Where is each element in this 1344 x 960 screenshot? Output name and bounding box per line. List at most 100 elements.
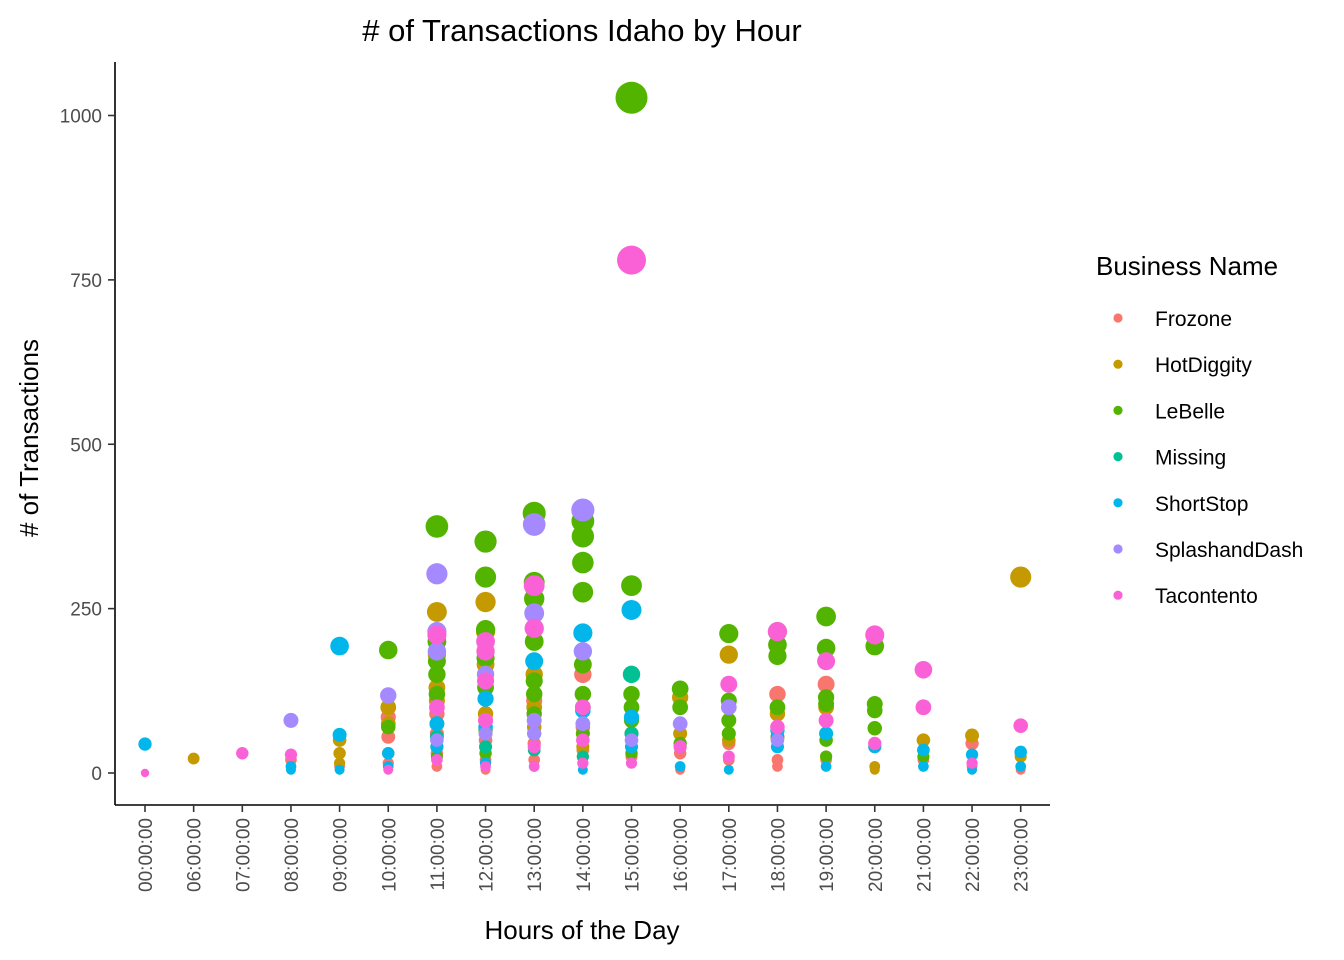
data-point — [816, 638, 836, 658]
y-tick-label: 500 — [70, 435, 102, 456]
data-point — [818, 712, 834, 728]
data-point — [818, 695, 835, 712]
data-point — [721, 726, 736, 741]
data-point — [333, 747, 346, 760]
x-tick-label: 21:00:00 — [914, 818, 935, 892]
data-point — [965, 728, 980, 743]
data-point — [480, 761, 491, 772]
data-point — [426, 563, 448, 585]
data-point — [527, 740, 541, 754]
series-frozone — [285, 665, 1026, 775]
data-point — [622, 665, 641, 684]
legend-key — [1113, 359, 1123, 369]
data-point — [525, 652, 544, 671]
legend-label: HotDiggity — [1155, 354, 1252, 377]
data-point — [426, 601, 447, 622]
y-tick-label: 250 — [70, 600, 102, 621]
y-axis-title: # of Transactions — [14, 339, 44, 537]
data-point — [1010, 566, 1032, 588]
data-point — [524, 603, 545, 624]
data-point — [476, 642, 495, 661]
data-point — [720, 699, 737, 716]
data-point — [770, 719, 785, 735]
data-point — [966, 757, 978, 769]
data-point — [770, 733, 785, 747]
data-point — [380, 719, 396, 735]
legend-label: SplashandDash — [1155, 539, 1303, 562]
data-point — [575, 716, 591, 732]
data-point — [140, 768, 150, 778]
data-point — [769, 699, 786, 716]
series-splashanddash — [283, 498, 785, 747]
data-point — [625, 757, 638, 769]
series-shortstop — [138, 599, 1027, 775]
data-point — [816, 606, 836, 627]
data-point — [865, 625, 885, 645]
data-point — [723, 764, 734, 775]
data-point — [479, 740, 493, 754]
data-point — [431, 754, 443, 766]
data-point — [380, 699, 397, 716]
y-tick-label: 750 — [70, 271, 102, 292]
data-point — [772, 761, 783, 772]
legend-title: Business Name — [1096, 251, 1278, 281]
data-point — [380, 687, 397, 704]
x-tick-label: 12:00:00 — [477, 818, 498, 892]
data-point — [236, 747, 249, 760]
data-point — [672, 699, 689, 716]
data-point — [867, 721, 882, 736]
data-point — [621, 575, 642, 597]
data-point — [430, 733, 444, 747]
data-point — [138, 737, 152, 751]
data-point — [572, 581, 594, 603]
data-point — [527, 726, 542, 741]
x-tick-label: 00:00:00 — [136, 818, 157, 892]
legend-label: Tacontento — [1155, 585, 1258, 608]
data-point — [477, 690, 494, 707]
data-point — [965, 748, 979, 761]
data-point — [427, 642, 447, 661]
data-point — [425, 515, 449, 538]
data-point — [427, 625, 447, 645]
data-point — [820, 761, 832, 772]
data-point — [720, 675, 738, 693]
x-tick-label: 17:00:00 — [720, 818, 741, 892]
data-point — [866, 702, 883, 719]
data-point — [526, 712, 542, 728]
legend-label: LeBelle — [1155, 400, 1225, 423]
y-tick-label: 1000 — [60, 107, 102, 128]
data-point — [817, 675, 835, 693]
x-tick-label: 07:00:00 — [233, 818, 254, 892]
data-point — [817, 652, 836, 671]
data-point — [524, 632, 544, 651]
data-point — [285, 761, 297, 772]
data-point — [767, 622, 788, 642]
legend-key — [1113, 544, 1123, 554]
data-point — [621, 599, 642, 620]
data-point — [722, 750, 735, 763]
data-point — [330, 636, 349, 656]
data-point — [820, 750, 833, 763]
data-point — [674, 761, 686, 772]
data-point — [719, 624, 739, 644]
x-tick-label: 08:00:00 — [282, 818, 303, 892]
x-tick-label: 23:00:00 — [1012, 818, 1033, 892]
data-point — [869, 764, 880, 775]
data-point — [576, 733, 590, 747]
data-point — [428, 685, 446, 703]
legend-key — [1113, 405, 1123, 415]
data-point — [615, 81, 648, 114]
data-point — [284, 748, 298, 761]
data-point — [429, 699, 445, 716]
data-point — [187, 752, 200, 765]
data-point — [573, 642, 593, 661]
legend-key — [1113, 452, 1123, 462]
data-point — [623, 685, 640, 703]
x-tick-label: 13:00:00 — [525, 818, 546, 892]
data-point — [571, 498, 595, 522]
data-point — [768, 646, 787, 666]
data-point — [624, 733, 639, 747]
x-tick-label: 06:00:00 — [185, 818, 206, 892]
data-point — [574, 699, 591, 716]
data-point — [379, 640, 398, 660]
